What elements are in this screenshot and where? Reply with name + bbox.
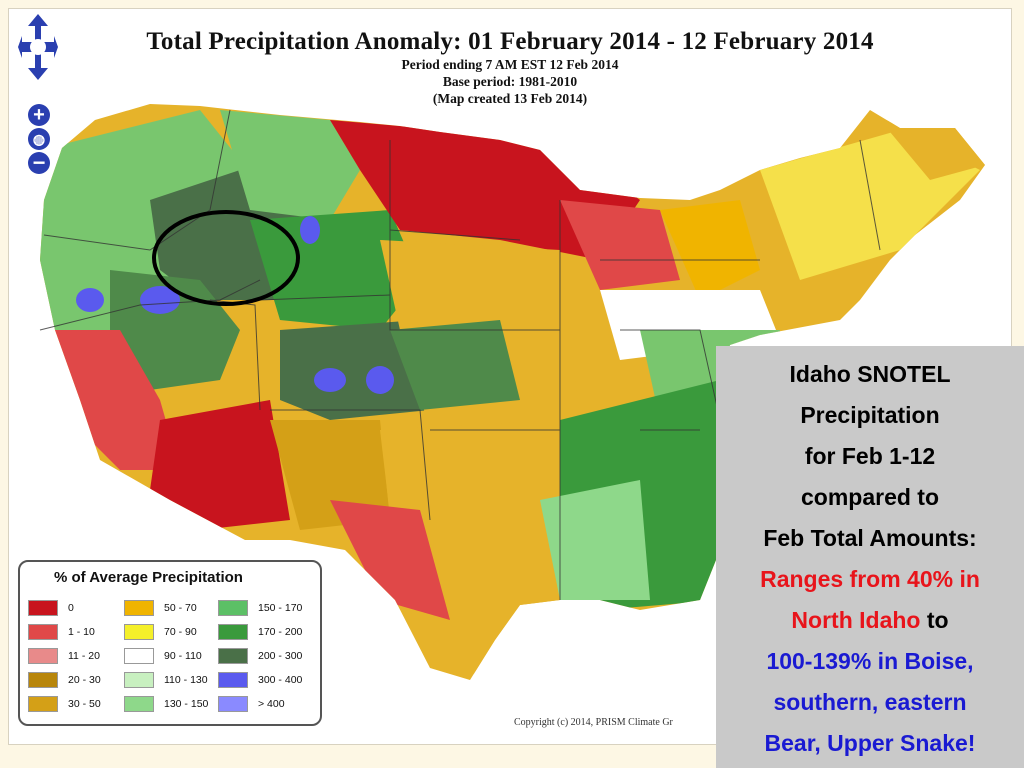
legend-item: 0	[28, 600, 74, 616]
legend-label: > 400	[258, 698, 285, 710]
legend-label: 110 - 130	[164, 674, 208, 686]
legend-label: 170 - 200	[258, 626, 303, 638]
blue-spot-oregon	[76, 288, 104, 312]
legend-swatch	[218, 600, 248, 616]
legend-swatch	[28, 696, 58, 712]
legend-swatch	[218, 696, 248, 712]
legend-label: 20 - 30	[68, 674, 101, 686]
legend-item: 200 - 300	[218, 648, 302, 664]
legend-swatch	[218, 648, 248, 664]
map-subtitle-base: Base period: 1981-2010	[442, 74, 578, 89]
blue-spot-kansas	[366, 366, 394, 394]
snotel-callout: Idaho SNOTEL Precipitation for Feb 1-12 …	[716, 346, 1024, 768]
region-gulf-lightgreen	[540, 480, 650, 600]
blue-spot-nevada	[140, 286, 180, 314]
legend-item: > 400	[218, 696, 285, 712]
legend-label: 90 - 110	[164, 650, 202, 662]
legend-item: 130 - 150	[124, 696, 208, 712]
legend-label: 70 - 90	[164, 626, 197, 638]
legend-title: % of Average Precipitation	[54, 569, 243, 586]
legend-swatch	[28, 672, 58, 688]
region-montana-green	[220, 110, 360, 220]
state-borders	[39, 109, 881, 600]
pan-arrows-icon	[18, 14, 58, 80]
callout-red-line-1: Ranges from 40% in	[760, 566, 980, 592]
legend-item: 90 - 110	[124, 648, 202, 664]
legend-label: 130 - 150	[164, 698, 209, 710]
legend-label: 30 - 50	[68, 698, 101, 710]
legend-label: 1 - 10	[68, 626, 95, 638]
legend-label: 50 - 70	[164, 602, 197, 614]
legend-item: 1 - 10	[28, 624, 95, 640]
map-titles: Total Precipitation Anomaly: 01 February…	[80, 28, 940, 107]
region-texas-red	[330, 500, 450, 620]
legend-swatch	[124, 624, 154, 640]
legend-item: 150 - 170	[218, 600, 302, 616]
legend-item: 300 - 400	[218, 672, 302, 688]
region-new-england-orange	[880, 120, 985, 180]
blue-spot-colorado	[314, 368, 346, 392]
callout-line-2: Precipitation	[800, 402, 940, 428]
legend-label: 200 - 300	[258, 650, 303, 662]
region-minnesota-pink	[560, 200, 680, 290]
callout-to: to	[920, 607, 949, 633]
region-california-red	[40, 330, 180, 470]
region-kansas-green	[390, 320, 520, 410]
legend-item: 170 - 200	[218, 624, 302, 640]
zoom-in-button[interactable]: +	[28, 104, 50, 126]
legend-swatch	[124, 600, 154, 616]
callout-line-3: for Feb 1-12	[804, 443, 936, 469]
legend-swatch	[28, 600, 58, 616]
legend-swatch	[218, 624, 248, 640]
legend-label: 11 - 20	[68, 650, 100, 662]
legend: % of Average Precipitation 0 1 - 10 11 - 2…	[18, 560, 322, 726]
region-arizona-red	[150, 400, 290, 530]
callout-line-4: compared to	[800, 484, 940, 510]
region-colorado-dark	[280, 320, 430, 420]
legend-swatch	[28, 624, 58, 640]
legend-label: 300 - 400	[258, 674, 303, 686]
pan-control[interactable]	[18, 12, 58, 82]
idaho-highlight-circle	[152, 210, 300, 306]
callout-red-line-2: North Idaho	[791, 607, 921, 633]
zoom-out-button[interactable]: −	[28, 150, 50, 175]
blue-spot-wyoming	[300, 216, 320, 244]
legend-swatch	[218, 672, 248, 688]
map-subtitle-created: (Map created 13 Feb 2014)	[432, 91, 588, 106]
legend-item: 110 - 130	[124, 672, 208, 688]
legend-swatch	[124, 672, 154, 688]
legend-item: 11 - 20	[28, 648, 100, 664]
map-subtitle-period: Period ending 7 AM EST 12 Feb 2014	[401, 57, 619, 72]
legend-item: 30 - 50	[28, 696, 101, 712]
callout-line-1: Idaho SNOTEL	[789, 361, 951, 387]
legend-swatch	[124, 648, 154, 664]
legend-item: 70 - 90	[124, 624, 197, 640]
map-title: Total Precipitation Anomaly: 01 February…	[146, 28, 874, 55]
region-michigan-yellow	[660, 200, 760, 300]
legend-label: 150 - 170	[258, 602, 303, 614]
copyright-text: Copyright (c) 2014, PRISM Climate Gr	[514, 717, 673, 728]
legend-item: 20 - 30	[28, 672, 101, 688]
callout-blue-line-3: Bear, Upper Snake!	[764, 730, 976, 756]
legend-swatch	[124, 696, 154, 712]
globe-icon[interactable]: ◍	[28, 128, 50, 150]
legend-item: 50 - 70	[124, 600, 197, 616]
legend-swatch	[28, 648, 58, 664]
legend-label: 0	[68, 602, 74, 614]
callout-blue-line-1: 100-139% in Boise,	[766, 648, 974, 674]
callout-line-5: Feb Total Amounts:	[763, 525, 977, 551]
region-newmexico-mix	[270, 420, 390, 530]
callout-blue-line-2: southern, eastern	[773, 689, 967, 715]
